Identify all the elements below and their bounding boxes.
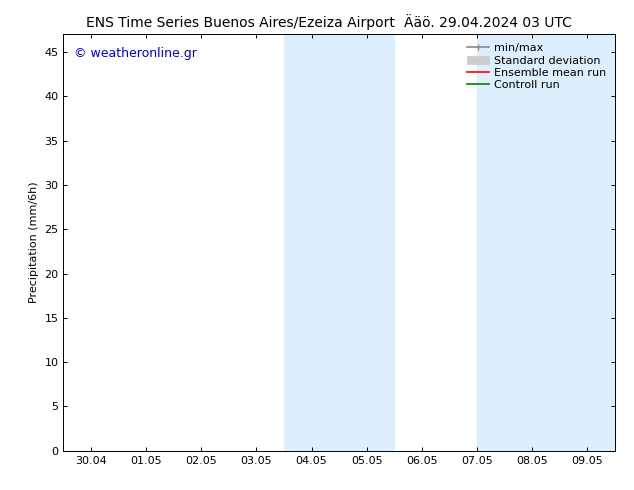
Text: © weatheronline.gr: © weatheronline.gr: [74, 47, 197, 60]
Bar: [284, 34, 394, 451]
Y-axis label: Precipitation (mm/6h): Precipitation (mm/6h): [29, 182, 39, 303]
Text: Ääö. 29.04.2024 03 UTC: Ääö. 29.04.2024 03 UTC: [404, 16, 572, 30]
Bar: [477, 34, 615, 451]
Legend: min/max, Standard deviation, Ensemble mean run, Controll run: min/max, Standard deviation, Ensemble me…: [464, 40, 609, 94]
Text: ENS Time Series Buenos Aires/Ezeiza Airport: ENS Time Series Buenos Aires/Ezeiza Airp…: [86, 16, 396, 30]
